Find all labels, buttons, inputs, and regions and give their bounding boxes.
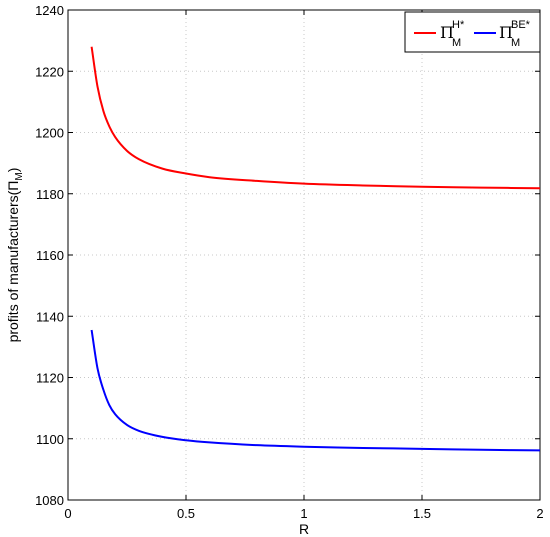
x-tick-label: 0.5 xyxy=(177,506,195,521)
axis-ticks: 0 0.5 1 1.5 2 1080 1100 1120 1140 1160 1180 1200 122… xyxy=(35,3,544,521)
x-tick-label: 2 xyxy=(536,506,543,521)
legend-entry-be-name: Π xyxy=(499,23,513,42)
grid-lines xyxy=(68,10,540,500)
legend: Π H* M Π BE* M xyxy=(404,11,541,53)
x-axis-label: R xyxy=(299,521,309,537)
y-tick-label: 1180 xyxy=(36,187,64,202)
y-axis-label-main: profits of manufacturers(Π xyxy=(5,181,21,343)
legend-entry-be-sub: M xyxy=(511,37,520,49)
legend-entry-be: Π xyxy=(499,23,513,42)
y-tick-label: 1160 xyxy=(36,248,64,263)
legend-entry-h-sub: M xyxy=(452,37,461,49)
legend-entry-be-sup: BE* xyxy=(511,19,531,31)
y-tick-label: 1100 xyxy=(36,432,64,447)
y-tick-label: 1220 xyxy=(35,64,64,79)
y-axis-label: profits of manufacturers(ΠM) xyxy=(5,168,25,343)
x-tick-label: 0 xyxy=(64,506,71,521)
series-line-be xyxy=(90,329,541,452)
y-tick-label: 1080 xyxy=(35,493,64,508)
y-tick-label: 1140 xyxy=(36,309,64,324)
legend-entry-h-name: Π xyxy=(440,23,454,42)
x-tick-label: 1 xyxy=(300,506,307,521)
y-tick-label: 1200 xyxy=(35,126,64,141)
y-tick-label: 1120 xyxy=(36,371,64,386)
y-axis-label-sub: M xyxy=(14,172,25,180)
y-tick-label: 1240 xyxy=(35,3,64,18)
legend-entry-h: Π xyxy=(440,23,454,42)
series-line-h xyxy=(90,46,541,190)
series-layer xyxy=(90,46,541,452)
x-tick-label: 1.5 xyxy=(413,506,431,521)
y-axis-label-close: ) xyxy=(5,168,21,173)
legend-entry-h-sup: H* xyxy=(452,19,465,31)
